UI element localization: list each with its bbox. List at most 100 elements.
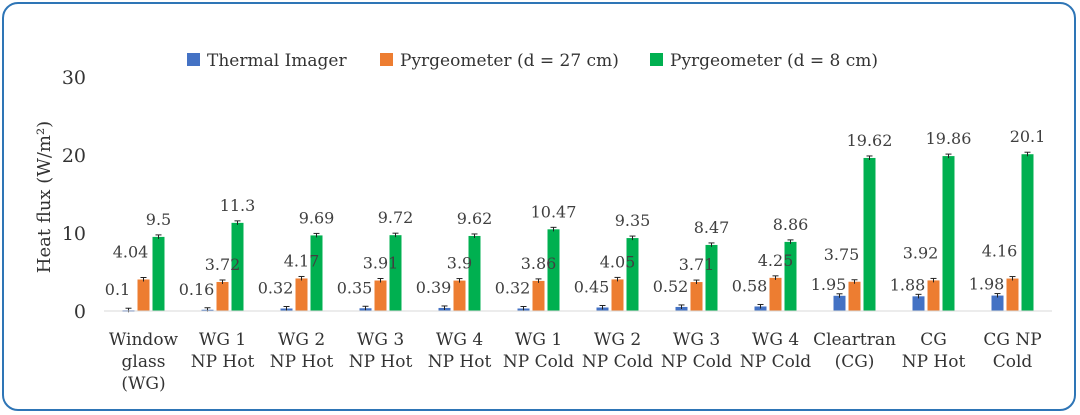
bar [295, 278, 308, 311]
data-label: 9.72 [378, 208, 414, 227]
data-label: 1.95 [811, 275, 847, 294]
bar [453, 280, 466, 311]
bar [769, 277, 782, 311]
category-label-line: Window [109, 330, 179, 350]
legend-swatch [187, 53, 200, 66]
category-label: WG 2 NP Cold [582, 330, 653, 372]
data-label: 3.75 [824, 245, 860, 264]
category-label-line: NP Hot [902, 352, 966, 372]
category-label-line: (WG) [121, 374, 165, 394]
bar [231, 222, 244, 311]
data-label: 4.25 [758, 251, 794, 270]
y-tick-label: 20 [62, 145, 86, 167]
category-label-line: NP Cold [740, 352, 811, 372]
bar [626, 238, 639, 311]
category-label-line: WG 2 [594, 330, 641, 350]
data-label: 0.45 [574, 277, 610, 296]
category-label-line: NP Hot [349, 352, 413, 372]
category-label-line: NP Hot [428, 352, 492, 372]
bar [675, 306, 688, 311]
category-label-line: CG [920, 330, 947, 350]
data-label: 8.86 [773, 215, 809, 234]
data-label: 0.32 [495, 279, 531, 298]
y-axis-title: Heat flux (W/m²) [34, 121, 55, 273]
data-label: 10.47 [531, 202, 577, 221]
legend: Thermal Imager Pyrgeometer (d = 27 cm) Pyr… [187, 51, 878, 71]
category-label-line: NP Cold [661, 352, 732, 372]
data-label: 3.91 [363, 254, 399, 273]
bar [912, 296, 925, 311]
data-label: 4.04 [113, 242, 149, 261]
y-axis: 0 10 20 30 [62, 67, 86, 323]
legend-label: Thermal Imager [207, 51, 347, 71]
data-label: 1.88 [890, 275, 926, 294]
legend-swatch [380, 53, 393, 66]
y-tick-label: 10 [62, 223, 86, 245]
data-label: 20.1 [1010, 127, 1046, 146]
bar [547, 229, 560, 311]
category-label: WG 3 NP Hot [349, 330, 413, 372]
data-label: 0.1 [105, 280, 130, 299]
data-label: 3.86 [521, 254, 557, 273]
bar [754, 306, 767, 311]
category-label-line: (CG) [835, 352, 875, 372]
category-label: WG 1 NP Hot [191, 330, 255, 372]
bar [532, 280, 545, 311]
bar [784, 241, 797, 311]
category-label: CG NP Hot [902, 330, 966, 372]
data-label: 0.39 [416, 278, 452, 297]
legend-swatch [650, 53, 663, 66]
data-label: 9.35 [615, 211, 651, 230]
data-label: 1.98 [969, 275, 1005, 294]
bars [122, 151, 1034, 313]
category-label-line: NP Cold [582, 352, 653, 372]
category-label-line: WG 3 [357, 330, 404, 350]
data-labels: 0.1 4.04 9.5 0.16 3.72 11.3 0.32 4.17 9.69 0.35 3.… [105, 127, 1046, 299]
y-tick-label: 30 [62, 67, 86, 89]
bar [1006, 278, 1019, 311]
category-label-line: Cold [993, 352, 1033, 372]
data-label: 9.5 [146, 210, 171, 229]
data-label: 0.16 [179, 280, 215, 299]
data-label: 8.47 [694, 218, 730, 237]
data-label: 3.72 [205, 255, 241, 274]
y-tick-label: 0 [74, 301, 86, 323]
data-label: 0.52 [653, 277, 689, 296]
data-label: 9.62 [457, 209, 493, 228]
data-label: 3.9 [447, 254, 472, 273]
category-label-line: NP Hot [191, 352, 255, 372]
bar [310, 235, 323, 311]
data-label: 11.3 [220, 196, 256, 215]
category-label: WG 4 NP Hot [428, 330, 492, 372]
data-label: 3.71 [679, 255, 715, 274]
data-label: 4.17 [284, 251, 320, 270]
category-label: WG 2 NP Hot [270, 330, 334, 372]
data-label: 19.86 [926, 129, 972, 148]
bar [137, 279, 150, 311]
data-label: 0.32 [258, 279, 294, 298]
category-label-line: WG 2 [278, 330, 325, 350]
bar [927, 280, 940, 311]
bar [468, 235, 481, 311]
category-label-line: glass [122, 352, 166, 372]
legend-label: Pyrgeometer (d = 27 cm) [400, 51, 619, 71]
bar [1021, 154, 1034, 311]
bar [374, 280, 387, 311]
category-label-line: WG 4 [752, 330, 799, 350]
category-label-line: WG 3 [673, 330, 720, 350]
bar [389, 235, 402, 311]
category-label-line: Cleartran [813, 330, 896, 350]
category-label-line: NP Cold [503, 352, 574, 372]
category-label-line: WG 4 [436, 330, 483, 350]
bar [152, 236, 165, 311]
bar [991, 295, 1004, 311]
data-label: 9.69 [299, 208, 335, 227]
bar [690, 282, 703, 311]
bar [833, 295, 846, 311]
category-label-line: CG NP [983, 330, 1041, 350]
data-label: 0.35 [337, 278, 373, 297]
category-label: WG 4 NP Cold [740, 330, 811, 372]
